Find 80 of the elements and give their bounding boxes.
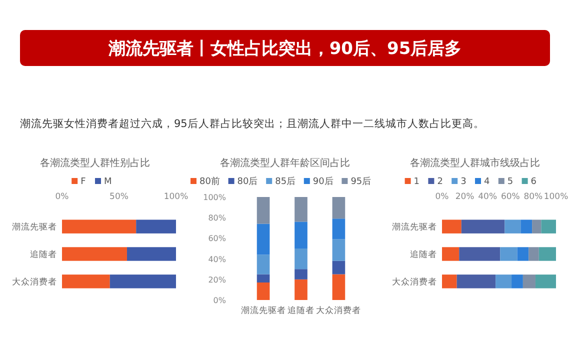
bar [110, 274, 176, 288]
x-tick-label: 追随者 [288, 305, 314, 316]
legend-label: 1 [414, 177, 420, 187]
legend-label: 4 [484, 177, 490, 187]
y-tick-label: 潮流先驱者 [12, 222, 57, 233]
bar [294, 269, 308, 280]
bar [535, 274, 556, 288]
bar [459, 247, 500, 261]
bar [256, 274, 270, 282]
bar [332, 218, 346, 240]
x-tick-label: 80% [524, 192, 543, 202]
bar [256, 224, 270, 255]
y-tick-label: 40% [208, 254, 226, 264]
x-tick-label: 60% [500, 192, 520, 202]
x-tick-label: 0% [435, 192, 449, 202]
legend-label: 6 [530, 177, 537, 187]
bar [517, 247, 529, 261]
x-tick-label: 100% [544, 192, 568, 202]
y-tick-label: 大众消费者 [392, 276, 437, 288]
y-tick-label: 80% [208, 214, 226, 223]
bar [294, 248, 308, 270]
bar [62, 247, 127, 261]
bar [520, 220, 532, 234]
text: 潮流先驱女性消费者超过六成，95后人群占比较突出；且潮流人群中一二线城市人数占比更高。 [20, 117, 484, 130]
legend-label: F [80, 177, 86, 187]
chart-title: 各潮流类型人群城市线级占比 [410, 157, 540, 169]
x-tick-label: 100% [164, 192, 188, 202]
legend-label: 80前 [200, 176, 220, 187]
bar [294, 222, 308, 248]
bar [294, 197, 308, 222]
bar [500, 247, 518, 261]
legend-label: 85后 [275, 176, 296, 187]
y-tick-label: 追随者 [30, 249, 57, 260]
text: 潮流先驱者丨女性占比突出，90后、95后居多 [107, 39, 462, 59]
legend-label: 80后 [237, 176, 258, 187]
x-tick-label: 50% [110, 192, 128, 202]
y-tick-label: 潮流先驱者 [392, 222, 437, 233]
x-tick-label: 0% [55, 192, 69, 202]
y-tick-label: 20% [208, 275, 226, 284]
bar [538, 247, 556, 261]
bar [512, 274, 523, 288]
bar [456, 274, 496, 288]
y-tick-label: 60% [208, 234, 226, 244]
bar [136, 220, 176, 234]
legend-label: 2 [437, 177, 443, 187]
bar [332, 239, 346, 261]
bar [332, 260, 346, 274]
legend-label: 5 [507, 177, 514, 187]
legend-label: M [104, 177, 112, 187]
y-tick-label: 追随者 [410, 249, 437, 260]
bar [522, 274, 536, 288]
bar [332, 274, 346, 300]
bar [256, 197, 270, 224]
bar [294, 279, 308, 300]
bar [62, 274, 110, 288]
bar [442, 220, 462, 234]
y-tick-label: 大众消费者 [12, 276, 57, 288]
bar [461, 220, 505, 234]
y-tick-label: 0% [213, 296, 226, 305]
legend-label: 3 [460, 177, 466, 187]
bar [496, 274, 512, 288]
x-tick-label: 40% [478, 192, 498, 202]
bar [256, 282, 270, 300]
bar [332, 197, 346, 219]
legend-label: 95后 [350, 176, 372, 187]
bar [541, 220, 556, 234]
chart-title: 各潮流类型人群性别占比 [40, 157, 150, 169]
bar [62, 220, 136, 234]
bar [442, 247, 460, 261]
chart-title: 各潮流类型人群年龄区间占比 [220, 157, 350, 169]
bar [256, 254, 270, 274]
x-tick-label: 大众消费者 [316, 305, 362, 316]
bar [532, 220, 542, 234]
bar [126, 247, 176, 261]
x-tick-label: 20% [455, 192, 474, 202]
bar [528, 247, 539, 261]
bar [504, 220, 521, 234]
bar [442, 274, 457, 288]
legend-label: 90后 [312, 176, 334, 187]
x-tick-label: 潮流先驱者 [240, 305, 286, 316]
